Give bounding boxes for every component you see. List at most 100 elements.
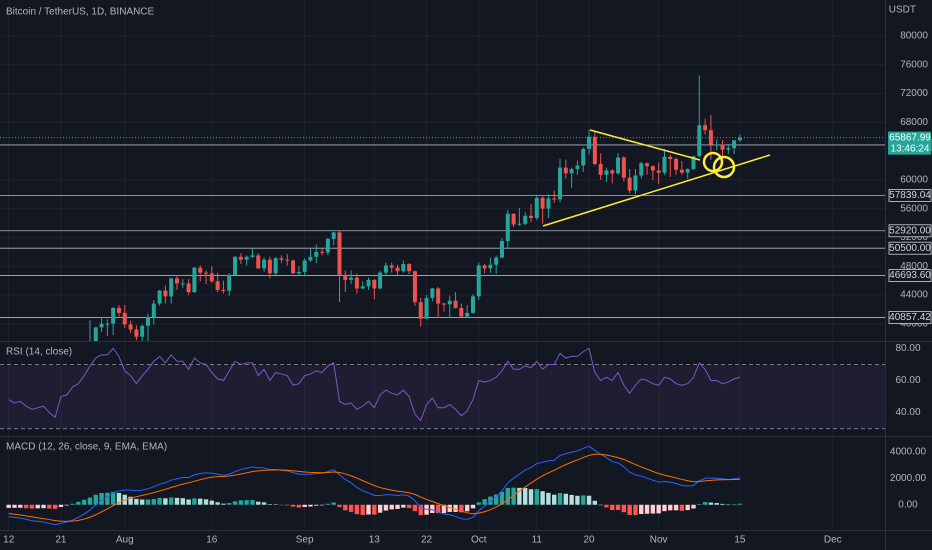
macd-histogram-bar: [598, 504, 603, 506]
x-tick-label: Nov: [650, 535, 668, 546]
candle-body: [262, 259, 267, 269]
candle-body: [169, 278, 174, 297]
macd-histogram-bar: [110, 491, 116, 505]
candle-body: [366, 279, 371, 287]
macd-histogram-bar: [279, 504, 284, 506]
macd-line: [8, 445, 740, 526]
candle-body: [627, 177, 632, 191]
candle-body: [308, 256, 313, 261]
x-tick-label: Aug: [116, 535, 134, 546]
macd-histogram-bar: [81, 499, 87, 505]
macd-histogram-bar: [87, 497, 93, 505]
macd-tick-label: 2000.00: [890, 473, 927, 484]
candle-body: [732, 140, 737, 149]
macd-histogram-bar: [691, 504, 696, 509]
macd-histogram-bar: [499, 491, 505, 505]
candle-body: [279, 258, 284, 260]
candle-body: [244, 256, 249, 260]
x-tick-label: 20: [583, 535, 595, 546]
candle-body: [494, 257, 499, 265]
candle-body: [737, 137, 742, 141]
grid-layer: [0, 0, 885, 530]
candle-body: [82, 357, 86, 365]
candle-body: [662, 156, 667, 173]
x-tick-label: 12: [3, 535, 15, 546]
x-tick-label: Sep: [296, 535, 314, 546]
macd-histogram-bar: [290, 504, 296, 507]
x-tick-label: 11: [532, 535, 543, 546]
candle-body: [616, 157, 621, 174]
macd-histogram-bar: [348, 504, 354, 512]
last-price-box: [888, 131, 931, 155]
candle-body: [285, 259, 290, 261]
candle-body: [99, 323, 104, 328]
candle-body: [180, 283, 185, 285]
macd-histogram-bar: [285, 504, 290, 506]
candle-body: [111, 307, 116, 324]
macd-histogram-bar: [633, 504, 638, 516]
candle-body: [331, 232, 336, 239]
candle-body: [476, 265, 481, 297]
macd-histogram-bar: [517, 487, 522, 505]
candle-body: [592, 136, 597, 165]
macd-histogram-bar: [453, 504, 458, 512]
level-label-box: [888, 311, 932, 324]
macd-histogram-bar: [145, 499, 151, 505]
macd-histogram-bar: [656, 504, 661, 514]
level-label: 40857.42: [889, 312, 931, 323]
macd-histogram-bar: [435, 504, 441, 514]
macd-histogram-bar: [203, 499, 209, 505]
candle-body: [714, 144, 719, 146]
level-label-box: [888, 269, 932, 282]
macd-histogram-bar: [157, 497, 162, 505]
macd-histogram-bar: [58, 504, 64, 507]
macd-histogram-bar: [401, 504, 406, 508]
macd-histogram-bar: [105, 492, 110, 505]
macd-histogram-bar: [604, 504, 609, 508]
macd-histogram-bar: [621, 504, 627, 513]
candle-body: [407, 264, 412, 272]
y-tick-label: 76000: [900, 59, 928, 70]
macd-histogram-bar: [6, 504, 11, 508]
macd-histogram-bar: [70, 503, 75, 505]
candle-body: [575, 165, 580, 170]
candle-body: [447, 300, 452, 305]
candle-body: [697, 125, 702, 157]
macd-histogram-bar: [238, 500, 244, 505]
macd-histogram-bar: [198, 498, 203, 505]
candle-body: [337, 232, 342, 275]
candle-body: [679, 169, 684, 173]
candle-body: [639, 163, 644, 176]
candle-body: [128, 324, 133, 330]
macd-histogram-bar: [319, 504, 325, 506]
macd-histogram-bar: [488, 496, 493, 505]
trend-line: [589, 129, 701, 161]
macd-histogram-bar: [383, 504, 389, 511]
candle-body: [708, 130, 713, 145]
macd-histogram-bar: [563, 493, 569, 505]
candle-body: [134, 329, 139, 337]
countdown-label: 13:46:24: [891, 143, 930, 154]
macd-histogram-bar: [395, 504, 400, 510]
label-layer: 1221Aug16Sep1322Oct1120Nov15Dec400004400…: [3, 31, 932, 546]
macd-histogram-bar: [552, 494, 557, 505]
macd-histogram-bar: [418, 504, 423, 516]
candle-body: [186, 283, 191, 293]
candle-body: [320, 251, 325, 253]
macd-histogram-bar: [331, 502, 336, 505]
chart-title: Bitcoin / TetherUS, 1D, BINANCE: [6, 7, 155, 18]
macd-histogram-bar: [250, 500, 255, 505]
candle-body: [470, 296, 475, 313]
macd-histogram-bar: [325, 503, 331, 505]
candle-body: [546, 198, 551, 209]
rsi-line: [8, 347, 741, 422]
macd-histogram-bar: [668, 504, 673, 511]
x-tick-label: 22: [421, 535, 433, 546]
macd-histogram-bar: [337, 504, 342, 508]
candle-body: [465, 312, 470, 317]
candle-body: [395, 267, 400, 272]
candle-body: [453, 300, 458, 308]
macd-histogram-bar: [273, 504, 278, 505]
rsi-title: RSI (14, close): [6, 347, 72, 358]
